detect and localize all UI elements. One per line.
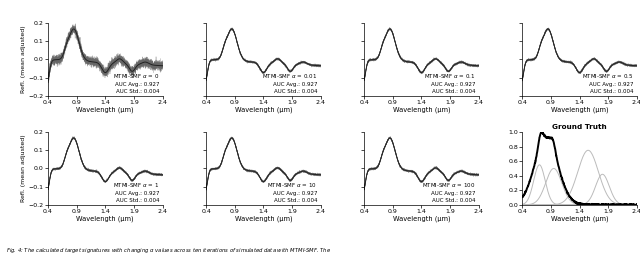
Text: MTMI-SMF $\alpha$ = 0
AUC Avg.: 0.927
AUC Std.: 0.004: MTMI-SMF $\alpha$ = 0 AUC Avg.: 0.927 AU… [113,72,159,93]
Text: MTMI-SMF $\alpha$ = 100
AUC Avg.: 0.927
AUC Std.: 0.004: MTMI-SMF $\alpha$ = 100 AUC Avg.: 0.927 … [422,182,476,202]
X-axis label: Wavelength (μm): Wavelength (μm) [550,106,609,113]
Y-axis label: Refl. (mean adjusted): Refl. (mean adjusted) [21,26,26,93]
X-axis label: Wavelength (μm): Wavelength (μm) [392,106,451,113]
Text: MTMI-SMF $\alpha$ = 0.5
AUC Avg.: 0.927
AUC Std.: 0.004: MTMI-SMF $\alpha$ = 0.5 AUC Avg.: 0.927 … [582,72,634,93]
Text: MTMI-SMF $\alpha$ = 0.01
AUC Avg.: 0.927
AUC Std.: 0.004: MTMI-SMF $\alpha$ = 0.01 AUC Avg.: 0.927… [262,72,317,93]
X-axis label: Wavelength (μm): Wavelength (μm) [76,106,134,113]
X-axis label: Wavelength (μm): Wavelength (μm) [234,215,292,222]
X-axis label: Wavelength (μm): Wavelength (μm) [550,215,609,222]
Text: MTMI-SMF $\alpha$ = 1
AUC Avg.: 0.927
AUC Std.: 0.004: MTMI-SMF $\alpha$ = 1 AUC Avg.: 0.927 AU… [113,182,159,202]
Text: Fig. 4: The calculated target signatures with changing $\alpha$ values across te: Fig. 4: The calculated target signatures… [6,246,332,255]
X-axis label: Wavelength (μm): Wavelength (μm) [234,106,292,113]
Title: Ground Truth: Ground Truth [552,124,607,130]
Text: MTMI-SMF $\alpha$ = 10
AUC Avg.: 0.927
AUC Std.: 0.004: MTMI-SMF $\alpha$ = 10 AUC Avg.: 0.927 A… [268,182,317,202]
Text: MTMI-SMF $\alpha$ = 0.1
AUC Avg.: 0.927
AUC Std.: 0.004: MTMI-SMF $\alpha$ = 0.1 AUC Avg.: 0.927 … [424,72,476,93]
Y-axis label: Refl. (mean adjusted): Refl. (mean adjusted) [21,135,26,202]
X-axis label: Wavelength (μm): Wavelength (μm) [392,215,451,222]
X-axis label: Wavelength (μm): Wavelength (μm) [76,215,134,222]
